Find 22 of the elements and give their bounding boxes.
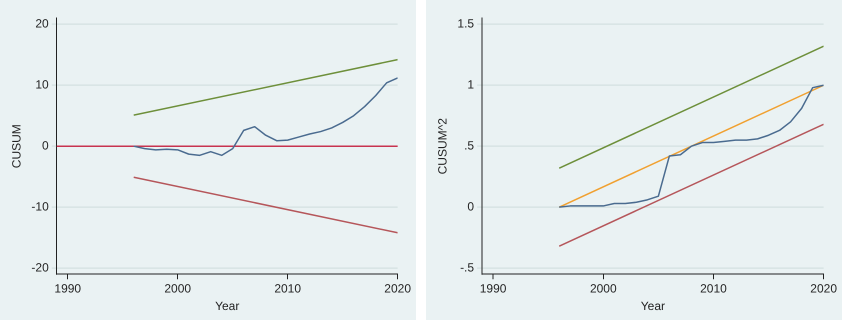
y-axis-title: CUSUM^2 bbox=[436, 118, 450, 174]
x-tick-label: 2020 bbox=[810, 282, 838, 296]
x-axis-title: Year bbox=[215, 299, 240, 314]
y-tick-label: -10 bbox=[31, 199, 50, 214]
x-tick-label: 2010 bbox=[700, 282, 728, 296]
y-tick-label: 1 bbox=[467, 78, 474, 92]
x-axis-title: Year bbox=[640, 299, 665, 314]
x-tick-label: 1990 bbox=[54, 282, 82, 296]
y-tick-label: -.5 bbox=[460, 260, 474, 274]
y-tick-label: 0 bbox=[467, 199, 474, 214]
y-tick-label: 10 bbox=[35, 78, 50, 92]
y-tick-label: 20 bbox=[35, 16, 50, 31]
y-tick-label: .5 bbox=[464, 138, 474, 153]
y-axis-title: CUSUM bbox=[10, 124, 24, 168]
x-tick-label: 2020 bbox=[384, 282, 412, 296]
x-tick-label: 2000 bbox=[590, 282, 617, 296]
x-tick-label: 2010 bbox=[274, 282, 302, 296]
x-tick-label: 2000 bbox=[164, 282, 192, 296]
y-tick-label: -20 bbox=[31, 260, 50, 274]
y-tick-label: 0 bbox=[42, 138, 50, 153]
y-tick-label: 1.5 bbox=[457, 16, 474, 31]
x-tick-label: 1990 bbox=[480, 282, 507, 296]
